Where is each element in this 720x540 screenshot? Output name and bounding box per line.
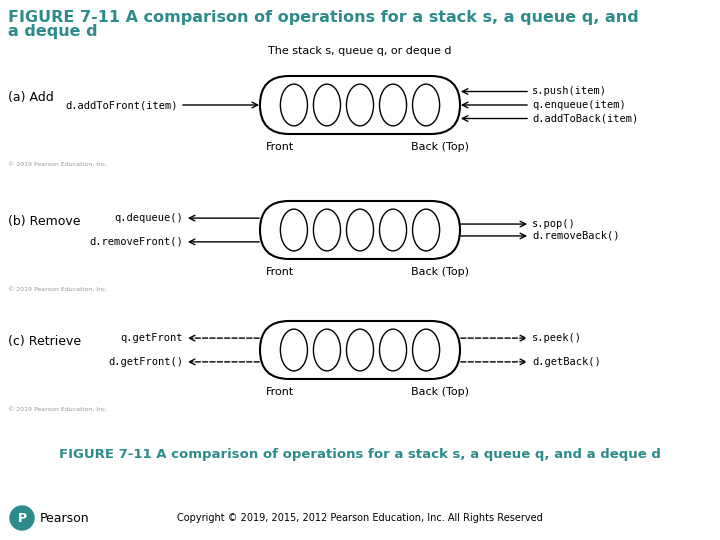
FancyBboxPatch shape [260, 76, 460, 134]
Text: d.getFront(): d.getFront() [108, 357, 183, 367]
Ellipse shape [313, 84, 341, 126]
Text: Back (Top): Back (Top) [411, 267, 469, 277]
Ellipse shape [280, 329, 307, 371]
Text: (b) Remove: (b) Remove [8, 215, 81, 228]
Ellipse shape [280, 84, 307, 126]
Text: © 2019 Pearson Education, Inc.: © 2019 Pearson Education, Inc. [8, 162, 107, 167]
Text: © 2019 Pearson Education, Inc.: © 2019 Pearson Education, Inc. [8, 287, 107, 292]
Text: q.enqueue(item): q.enqueue(item) [532, 100, 626, 110]
Text: Front: Front [266, 142, 294, 152]
Text: (c) Retrieve: (c) Retrieve [8, 335, 81, 348]
Text: FIGURE 7-11 A comparison of operations for a stack s, a queue q, and a deque d: FIGURE 7-11 A comparison of operations f… [59, 448, 661, 461]
FancyBboxPatch shape [260, 201, 460, 259]
Ellipse shape [280, 209, 307, 251]
Ellipse shape [413, 329, 440, 371]
Ellipse shape [413, 84, 440, 126]
Text: FIGURE 7-11 A comparison of operations for a stack s, a queue q, and: FIGURE 7-11 A comparison of operations f… [8, 10, 639, 25]
Text: (a) Add: (a) Add [8, 91, 54, 104]
Ellipse shape [379, 84, 407, 126]
Text: Back (Top): Back (Top) [411, 387, 469, 397]
Text: © 2019 Pearson Education, Inc.: © 2019 Pearson Education, Inc. [8, 407, 107, 412]
Text: d.removeFront(): d.removeFront() [89, 237, 183, 247]
Text: d.addToFront(item): d.addToFront(item) [66, 100, 178, 110]
Text: q.getFront: q.getFront [120, 333, 183, 343]
Text: The stack s, queue q, or deque d: The stack s, queue q, or deque d [269, 46, 451, 56]
Text: Front: Front [266, 267, 294, 277]
Ellipse shape [346, 209, 374, 251]
Ellipse shape [313, 209, 341, 251]
Ellipse shape [413, 209, 440, 251]
FancyBboxPatch shape [260, 321, 460, 379]
Ellipse shape [313, 329, 341, 371]
Ellipse shape [346, 84, 374, 126]
Text: s.peek(): s.peek() [532, 333, 582, 343]
Text: d.addToBack(item): d.addToBack(item) [532, 113, 638, 124]
Text: a deque d: a deque d [8, 24, 98, 39]
Text: Front: Front [266, 387, 294, 397]
Text: P: P [17, 511, 27, 524]
Text: d.getBack(): d.getBack() [532, 357, 600, 367]
Text: s.push(item): s.push(item) [532, 86, 607, 97]
Ellipse shape [346, 329, 374, 371]
Text: Copyright © 2019, 2015, 2012 Pearson Education, Inc. All Rights Reserved: Copyright © 2019, 2015, 2012 Pearson Edu… [177, 513, 543, 523]
Text: Back (Top): Back (Top) [411, 142, 469, 152]
Circle shape [10, 506, 34, 530]
Text: d.removeBack(): d.removeBack() [532, 231, 619, 241]
Text: q.dequeue(): q.dequeue() [114, 213, 183, 223]
Text: s.pop(): s.pop() [532, 219, 576, 229]
Ellipse shape [379, 329, 407, 371]
Text: Pearson: Pearson [40, 511, 89, 524]
Ellipse shape [379, 209, 407, 251]
